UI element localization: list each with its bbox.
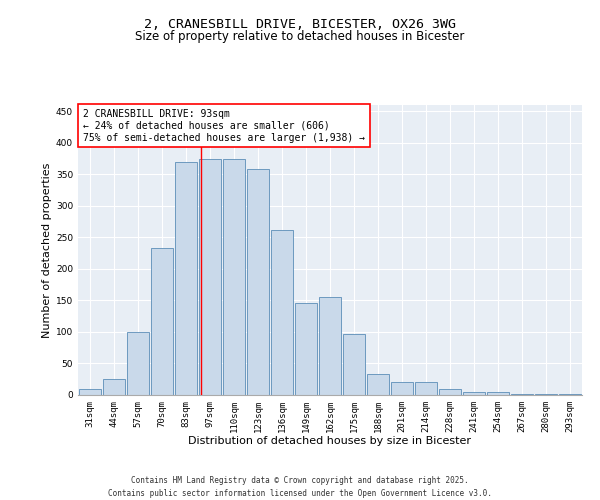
Bar: [127, 332, 149, 395]
Bar: [535, 394, 557, 395]
Text: 2, CRANESBILL DRIVE, BICESTER, OX26 3WG: 2, CRANESBILL DRIVE, BICESTER, OX26 3WG: [144, 18, 456, 30]
Text: 2 CRANESBILL DRIVE: 93sqm
← 24% of detached houses are smaller (606)
75% of semi: 2 CRANESBILL DRIVE: 93sqm ← 24% of detac…: [83, 110, 365, 142]
Bar: [319, 298, 341, 395]
Bar: [415, 382, 437, 395]
Bar: [79, 388, 101, 395]
Bar: [103, 378, 125, 395]
Bar: [511, 394, 533, 395]
Text: Contains HM Land Registry data © Crown copyright and database right 2025.
Contai: Contains HM Land Registry data © Crown c…: [108, 476, 492, 498]
Bar: [343, 334, 365, 395]
Bar: [295, 303, 317, 395]
Bar: [487, 392, 509, 395]
Bar: [199, 158, 221, 395]
Bar: [223, 158, 245, 395]
Bar: [391, 382, 413, 395]
Bar: [439, 388, 461, 395]
Bar: [463, 392, 485, 395]
Bar: [151, 248, 173, 395]
Bar: [175, 162, 197, 395]
Bar: [247, 170, 269, 395]
Text: Size of property relative to detached houses in Bicester: Size of property relative to detached ho…: [136, 30, 464, 43]
Bar: [559, 394, 581, 395]
X-axis label: Distribution of detached houses by size in Bicester: Distribution of detached houses by size …: [188, 436, 472, 446]
Bar: [367, 374, 389, 395]
Y-axis label: Number of detached properties: Number of detached properties: [42, 162, 52, 338]
Bar: [271, 230, 293, 395]
